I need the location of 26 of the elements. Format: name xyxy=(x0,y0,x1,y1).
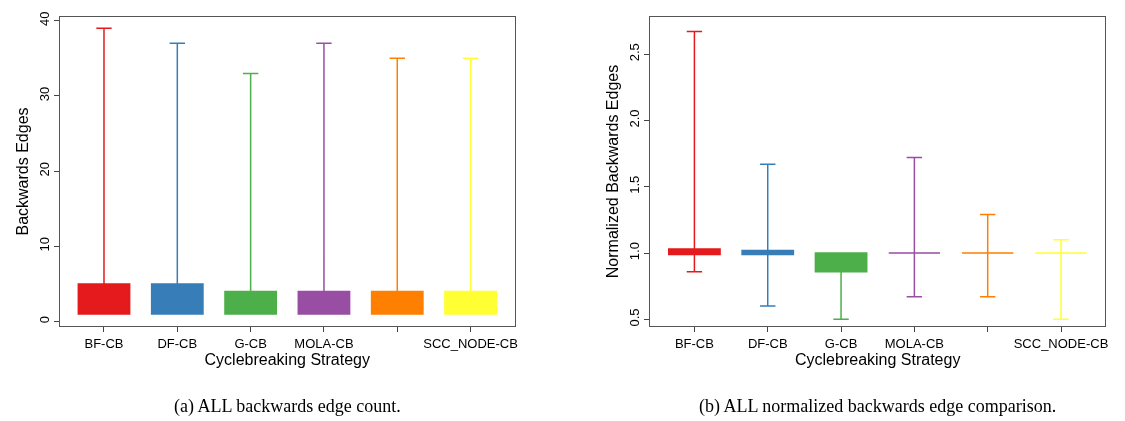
y-tick-label: 0 xyxy=(36,315,52,324)
y-tick-label: 30 xyxy=(36,86,52,102)
text: (b) ALL normalized backwards edge comparison. xyxy=(699,396,1057,417)
y-tick-label: 0.5 xyxy=(627,308,643,327)
y-tick-label: 2.5 xyxy=(627,43,643,62)
x-tick-label: SCC_NODE-CB xyxy=(423,335,518,351)
y-axis-title: Backwards Edges xyxy=(13,107,31,236)
x-tick-label: BF-CB xyxy=(674,335,714,351)
x-axis-title: Cyclebreaking Strategy xyxy=(795,351,961,369)
x-tick-label: BF-CB xyxy=(84,335,124,351)
x-tick-label: MOLA-CB xyxy=(294,335,354,351)
y-tick-label: 1.0 xyxy=(627,242,643,261)
y-axis-title: Normalized Backwards Edges xyxy=(604,64,622,279)
x-tick-label: DF-CB xyxy=(157,335,198,351)
y-tick-label: 40 xyxy=(36,11,52,27)
x-tick-label: G-CB xyxy=(824,335,858,351)
x-tick-label: SCC_NODE-CB xyxy=(1013,335,1109,351)
y-tick-label: 2.0 xyxy=(627,109,643,128)
x-tick-label: DF-CB xyxy=(747,335,788,351)
y-tick-label: 20 xyxy=(36,161,52,177)
x-axis-title: Cyclebreaking Strategy xyxy=(204,351,370,369)
y-tick-label: 1.5 xyxy=(627,175,643,194)
x-tick-label: MOLA-CB xyxy=(884,335,944,351)
y-tick-label: 10 xyxy=(36,237,52,252)
x-tick-label: G-CB xyxy=(234,335,267,351)
text: (a) ALL backwards edge count. xyxy=(174,396,401,417)
